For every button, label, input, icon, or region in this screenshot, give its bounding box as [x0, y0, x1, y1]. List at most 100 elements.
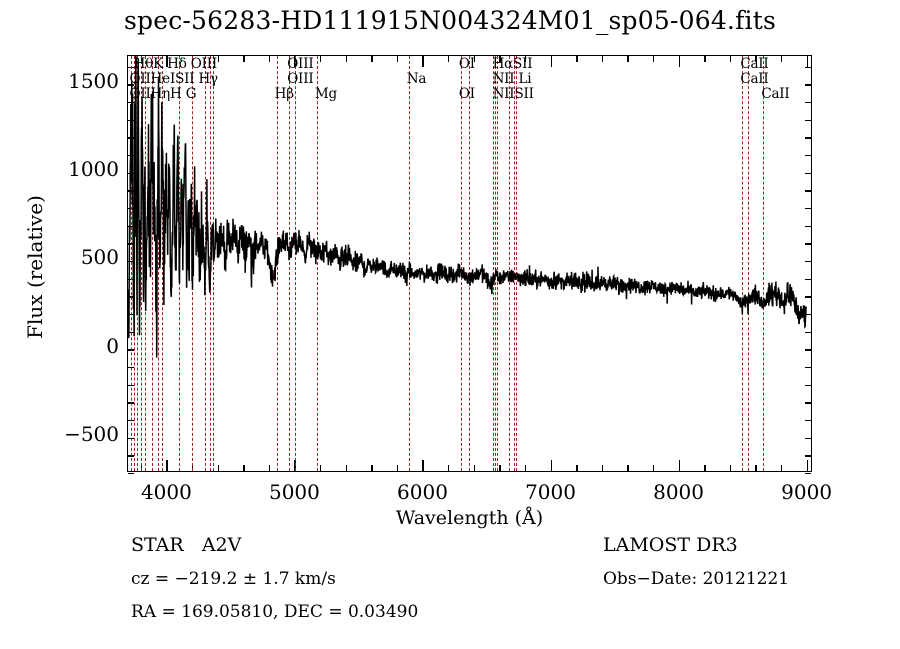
x-tick-label: 6000 — [397, 480, 448, 504]
y-axis-label: Flux (relative) — [23, 195, 47, 339]
spectral-line-label: CaII — [740, 71, 769, 87]
tick-mark — [576, 56, 578, 62]
spectral-line-label: Mg — [314, 86, 337, 102]
spectral-line-marker — [494, 56, 496, 471]
survey-name: LAMOST DR3 — [603, 534, 738, 556]
tick-mark — [805, 366, 811, 369]
y-tick-label: 0 — [106, 333, 119, 358]
tick-mark — [345, 56, 348, 62]
spectrum-curve — [128, 56, 808, 358]
tick-mark — [524, 465, 527, 471]
spectral-line-label: NII Li — [492, 71, 532, 87]
tick-mark — [806, 56, 808, 67]
spectral-line-marker — [469, 56, 471, 471]
x-tick-label: 4000 — [140, 480, 192, 504]
spectral-line-marker — [131, 56, 133, 471]
tick-mark — [217, 56, 220, 62]
tick-mark — [128, 455, 134, 457]
tick-mark — [678, 56, 680, 67]
tick-mark — [805, 402, 811, 404]
spectral-line-marker — [516, 56, 518, 471]
tick-mark — [371, 465, 373, 471]
tick-mark — [627, 465, 629, 471]
tick-mark — [128, 101, 134, 104]
tick-mark — [678, 460, 680, 471]
tick-mark — [524, 56, 527, 62]
tick-mark — [448, 465, 450, 471]
tick-mark — [805, 419, 811, 422]
object-type: STAR — [131, 534, 184, 556]
tick-mark — [243, 465, 245, 471]
spectral-line-marker — [742, 56, 744, 471]
tick-mark — [805, 296, 811, 298]
tick-mark — [473, 56, 476, 62]
x-tick-label: 9000 — [781, 480, 833, 504]
spectral-line-marker — [492, 56, 494, 471]
spectral-line-marker — [316, 56, 318, 471]
tick-mark — [128, 349, 134, 351]
tick-mark — [729, 465, 732, 471]
spectral-line-marker — [497, 56, 499, 471]
tick-mark — [805, 207, 811, 210]
tick-mark — [217, 465, 220, 471]
tick-mark — [550, 460, 552, 471]
tick-mark — [128, 473, 134, 475]
tick-mark — [805, 137, 811, 139]
tick-mark — [805, 172, 811, 174]
tick-mark — [652, 56, 655, 62]
tick-mark — [627, 56, 629, 62]
tick-mark — [396, 465, 399, 471]
tick-mark — [780, 56, 783, 62]
coordinates: RA = 169.05810, DEC = 0.03490 — [131, 602, 419, 622]
tick-mark — [780, 465, 783, 471]
spectral-line-marker — [140, 56, 142, 471]
tick-mark — [128, 84, 134, 86]
spectral-line-label: NIISII — [492, 86, 534, 102]
tick-mark — [652, 465, 655, 471]
tick-mark — [499, 465, 501, 471]
tick-mark — [550, 56, 552, 67]
radial-velocity: cz = −219.2 ± 1.7 km/s — [131, 569, 336, 589]
spectral-line-label: CaII — [740, 56, 769, 72]
tick-mark — [128, 313, 134, 316]
tick-mark — [805, 101, 811, 104]
tick-mark — [422, 56, 424, 67]
obs-date: Obs−Date: 20121221 — [603, 569, 790, 589]
spectral-line-label: OIII — [287, 56, 314, 72]
x-axis-label: Wavelength (Å) — [395, 507, 544, 529]
tick-mark — [166, 56, 168, 67]
tick-mark — [499, 56, 501, 62]
tick-mark — [320, 56, 322, 62]
tick-mark — [805, 313, 811, 316]
spectral-line-label: CaII — [761, 86, 790, 102]
tick-mark — [294, 56, 296, 67]
tick-mark — [268, 465, 271, 471]
tick-mark — [805, 154, 811, 157]
tick-mark — [729, 56, 732, 62]
tick-mark — [345, 465, 348, 471]
tick-mark — [805, 455, 811, 457]
tick-mark — [704, 56, 706, 62]
spectral-line-label: OI — [458, 56, 475, 72]
tick-mark — [128, 437, 134, 440]
page-title: spec-56283-HD111915N004324M01_sp05-064.f… — [123, 6, 777, 35]
tick-mark — [128, 225, 134, 228]
tick-mark — [294, 460, 296, 471]
x-tick-label: 8000 — [653, 480, 704, 504]
spectral-line-marker — [289, 56, 291, 471]
tick-mark — [805, 437, 811, 440]
tick-mark — [805, 384, 811, 387]
y-tick-label: 1000 — [68, 157, 119, 182]
spectral-line-label: Na — [406, 71, 427, 87]
spectral-line-marker — [514, 56, 516, 471]
tick-mark — [805, 66, 811, 68]
tick-mark — [128, 66, 134, 68]
spectral-line-marker — [212, 56, 214, 471]
tick-mark — [805, 84, 811, 86]
tick-mark — [473, 465, 476, 471]
spectral-line-marker — [152, 56, 154, 471]
spectral-line-marker — [295, 56, 297, 471]
tick-mark — [805, 278, 811, 281]
tick-mark — [805, 473, 811, 475]
tick-mark — [396, 56, 399, 62]
